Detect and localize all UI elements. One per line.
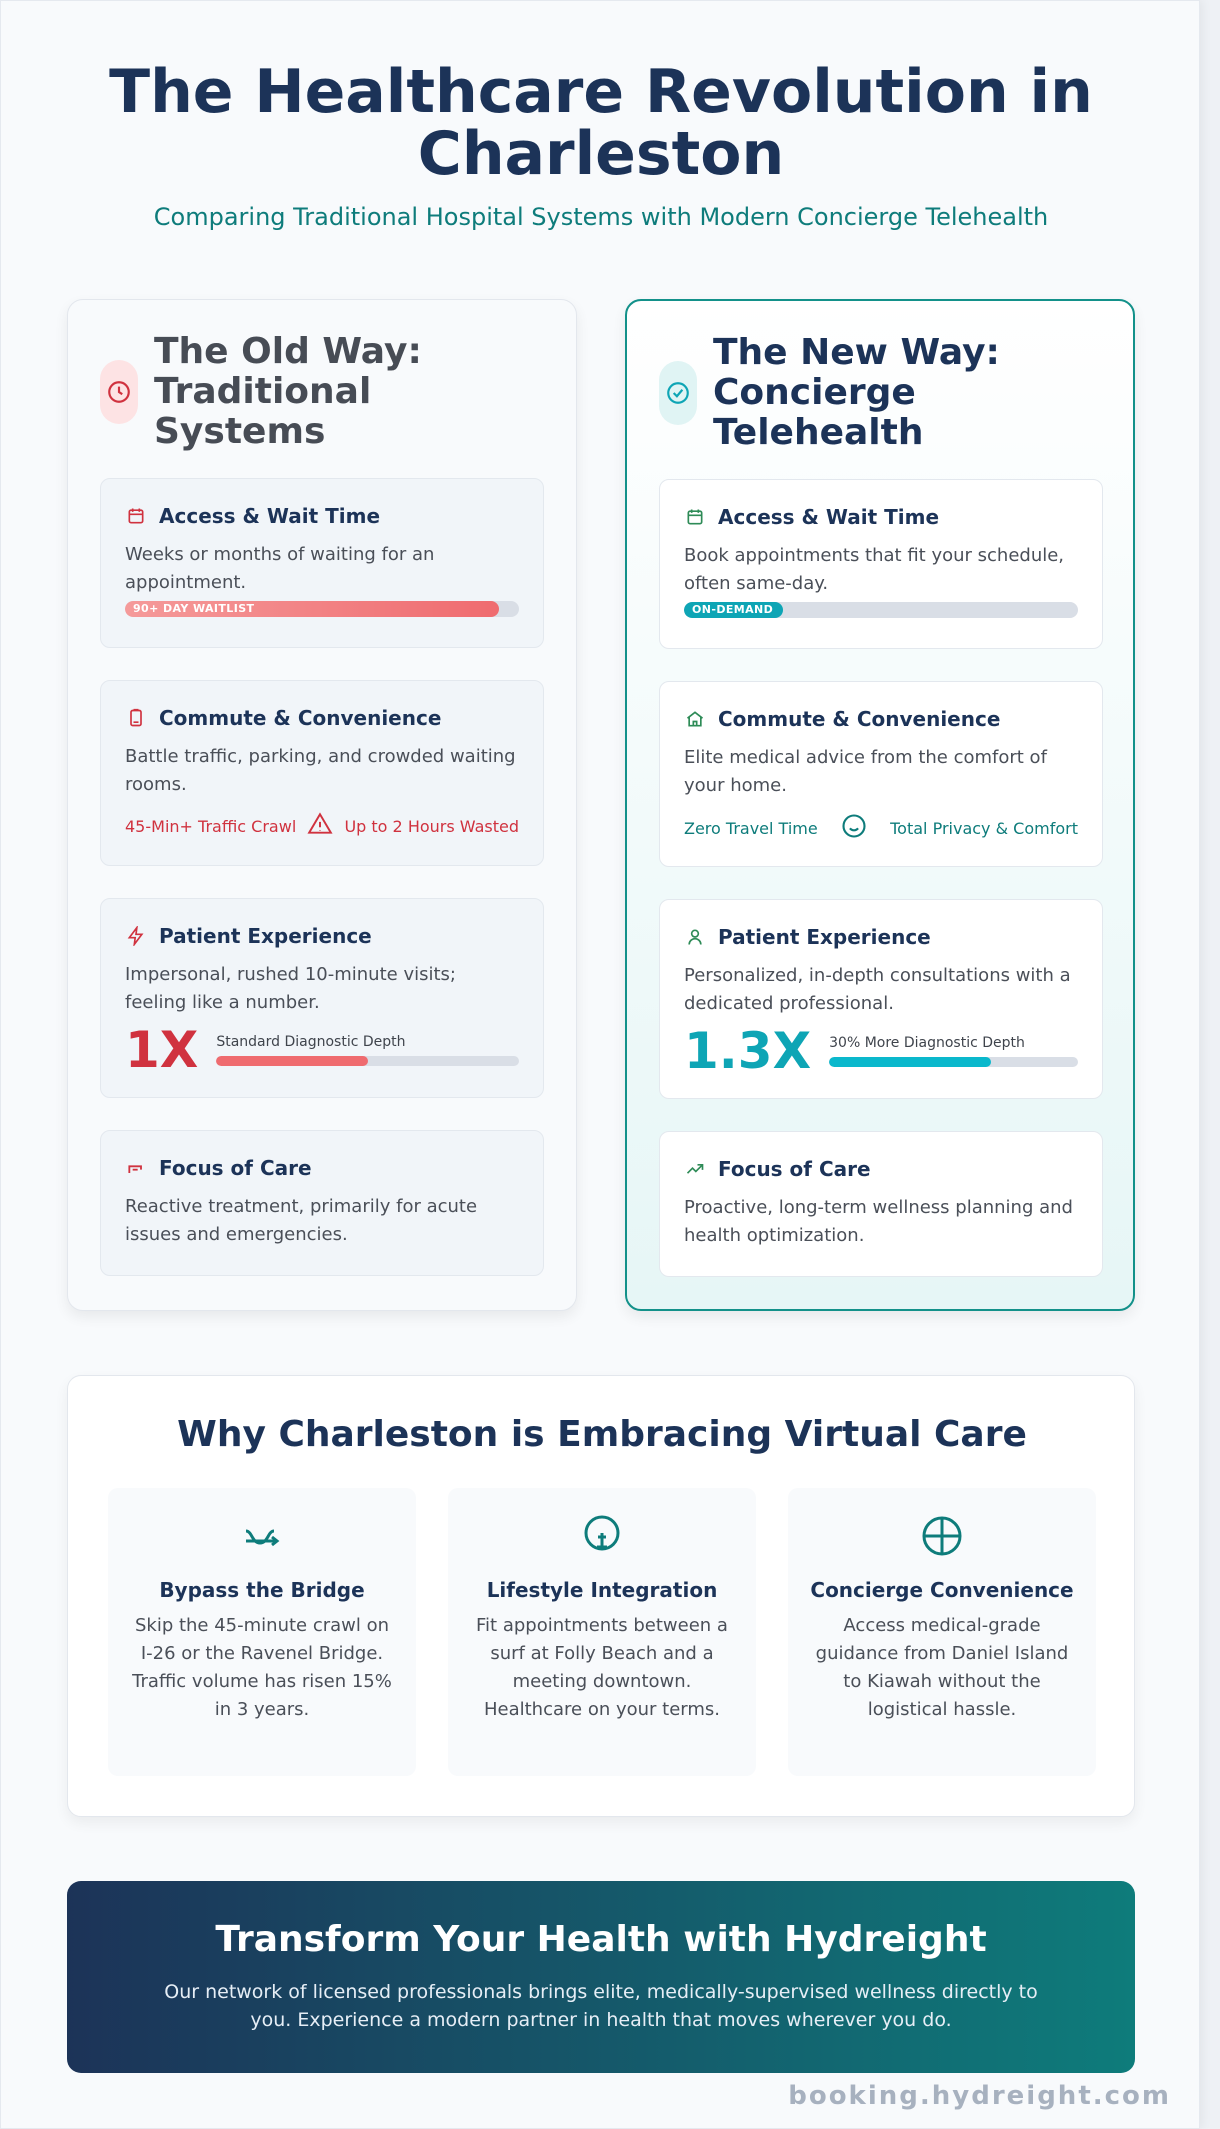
old-way-column: The Old Way: Traditional Systems Access …: [67, 299, 577, 1311]
travel-chip: Zero Travel Time: [684, 818, 818, 838]
tile-title: Concierge Convenience: [810, 1578, 1074, 1602]
page-title-line2: Charleston: [417, 119, 785, 189]
cta-text: Our network of licensed professionals br…: [164, 1981, 1038, 2031]
ambulance-icon: [125, 1157, 147, 1179]
card-text: Book appointments that fit your schedule…: [684, 545, 1065, 594]
card-text: Reactive treatment, primarily for acute …: [125, 1196, 478, 1245]
page-title-line1: The Healthcare Revolution in: [109, 57, 1093, 127]
phone-icon: [125, 707, 147, 729]
access-bar: ON-DEMAND: [684, 602, 1078, 618]
route-icon: [130, 1514, 394, 1558]
why-section: Why Charleston is Embracing Virtual Care…: [67, 1375, 1135, 1817]
card-text: Impersonal, rushed 10-minute visits; fee…: [125, 964, 456, 1013]
new-way-heading: The New Way: Concierge Telehealth: [713, 332, 1000, 453]
new-experience-card: Patient Experience Personalized, in-dept…: [659, 899, 1103, 1099]
calendar-icon: [684, 506, 706, 528]
tile-title: Bypass the Bridge: [159, 1578, 365, 1602]
card-title: Commute & Convenience: [718, 707, 1001, 731]
tile-concierge: Concierge Convenience Access medical-gra…: [788, 1488, 1096, 1776]
lightbulb-icon: [470, 1514, 734, 1558]
wait-bar: 90+ DAY WAITLIST: [125, 601, 519, 617]
card-title: Access & Wait Time: [718, 505, 940, 529]
why-heading: Why Charleston is Embracing Virtual Care: [177, 1414, 1027, 1455]
tile-text: Fit appointments between a surf at Folly…: [476, 1615, 728, 1720]
card-title: Patient Experience: [718, 925, 931, 949]
tile-title: Lifestyle Integration: [486, 1578, 718, 1602]
home-icon: [684, 708, 706, 730]
card-text: Battle traffic, parking, and crowded wai…: [125, 746, 516, 795]
tile-bypass-bridge: Bypass the Bridge Skip the 45-minute cra…: [108, 1488, 416, 1776]
card-title: Focus of Care: [718, 1157, 871, 1181]
card-text: Proactive, long-term wellness planning a…: [684, 1197, 1073, 1246]
card-title: Focus of Care: [159, 1156, 312, 1180]
card-text: Elite medical advice from the comfort of…: [684, 747, 1047, 796]
new-access-card: Access & Wait Time Book appointments tha…: [659, 479, 1103, 649]
calendar-icon: [125, 505, 147, 527]
new-way-column: The New Way: Concierge Telehealth Access…: [625, 299, 1135, 1311]
depth-bar: [829, 1057, 1078, 1067]
page-title: The Healthcare Revolution in Charleston: [1, 61, 1201, 185]
old-experience-card: Patient Experience Impersonal, rushed 10…: [100, 898, 544, 1098]
access-bar-label: ON-DEMAND: [692, 603, 774, 616]
clock-icon: [100, 360, 138, 424]
old-way-heading: The Old Way: Traditional Systems: [154, 331, 422, 452]
depth-multiplier: 1.3X: [684, 1022, 812, 1080]
old-way-header: The Old Way: Traditional Systems: [100, 332, 514, 452]
card-text: Personalized, in-depth consultations wit…: [684, 965, 1071, 1014]
depth-label: Standard Diagnostic Depth: [216, 1034, 406, 1050]
new-way-header: The New Way: Concierge Telehealth: [659, 333, 1073, 453]
trending-up-icon: [684, 1158, 706, 1180]
hours-wasted-chip: Up to 2 Hours Wasted: [344, 816, 519, 836]
cta-banner: Transform Your Health with Hydreight Our…: [67, 1881, 1135, 2073]
user-icon: [684, 926, 706, 948]
page-subtitle: Comparing Traditional Hospital Systems w…: [153, 203, 1049, 231]
new-focus-card: Focus of Care Proactive, long-term welln…: [659, 1131, 1103, 1277]
old-access-card: Access & Wait Time Weeks or months of wa…: [100, 478, 544, 648]
depth-bar: [216, 1056, 519, 1066]
tile-text: Skip the 45-minute crawl on I-26 or the …: [132, 1615, 392, 1720]
old-focus-card: Focus of Care Reactive treatment, primar…: [100, 1130, 544, 1276]
footer-url: booking.hydreight.com: [788, 2081, 1171, 2111]
compass-icon: [810, 1514, 1074, 1558]
tile-lifestyle: Lifestyle Integration Fit appointments b…: [448, 1488, 756, 1776]
depth-multiplier: 1X: [125, 1021, 199, 1079]
card-title: Access & Wait Time: [159, 504, 381, 528]
card-title: Commute & Convenience: [159, 706, 442, 730]
old-commute-card: Commute & Convenience Battle traffic, pa…: [100, 680, 544, 866]
privacy-chip: Total Privacy & Comfort: [890, 818, 1078, 838]
card-title: Patient Experience: [159, 924, 372, 948]
wait-bar-label: 90+ DAY WAITLIST: [133, 602, 255, 615]
tile-text: Access medical-grade guidance from Danie…: [815, 1615, 1069, 1720]
traffic-chip: 45-Min+ Traffic Crawl: [125, 816, 297, 836]
depth-label: 30% More Diagnostic Depth: [829, 1035, 1025, 1051]
cta-heading: Transform Your Health with Hydreight: [215, 1919, 987, 1960]
warning-icon: [306, 811, 334, 841]
smile-icon: [840, 812, 868, 844]
new-commute-card: Commute & Convenience Elite medical advi…: [659, 681, 1103, 867]
check-circle-icon: [659, 361, 697, 425]
lightning-icon: [125, 925, 147, 947]
card-text: Weeks or months of waiting for an appoin…: [125, 544, 435, 593]
